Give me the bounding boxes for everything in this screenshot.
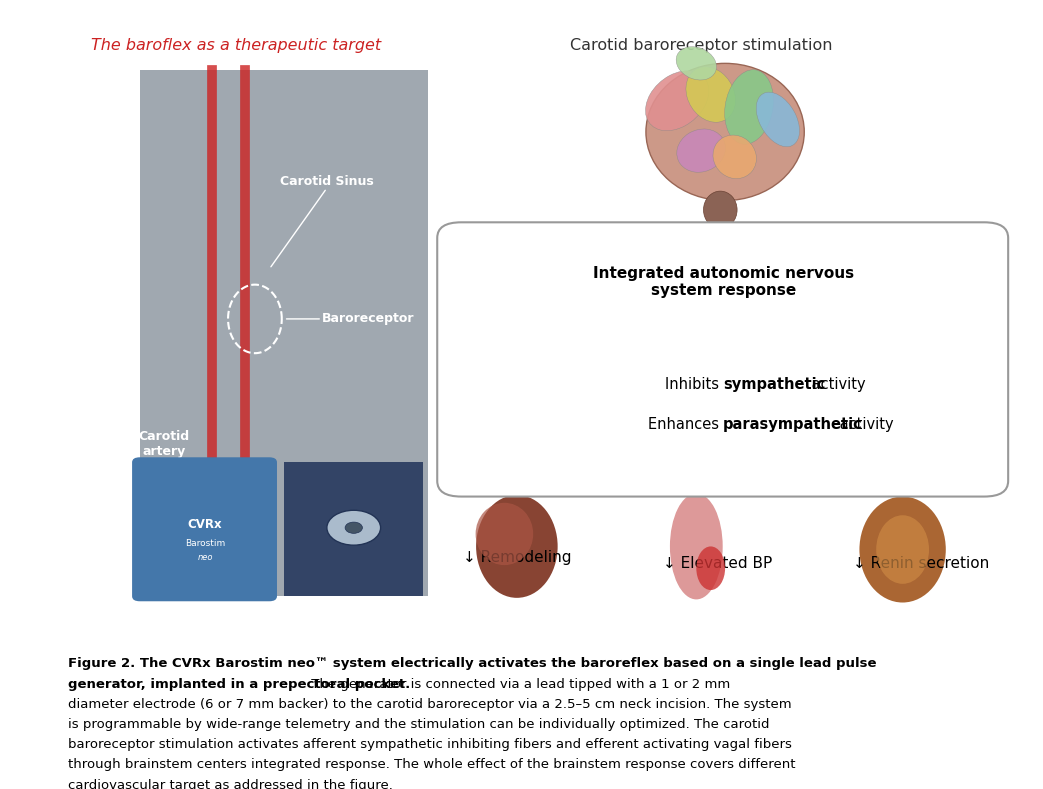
Ellipse shape	[697, 547, 725, 590]
Text: The baroflex as a therapeutic target: The baroflex as a therapeutic target	[91, 39, 381, 54]
Text: ↓ Elevated BP: ↓ Elevated BP	[662, 555, 772, 570]
Text: Inhibits: Inhibits	[664, 377, 723, 392]
Ellipse shape	[756, 92, 800, 147]
Text: ↑ Vasodilation: ↑ Vasodilation	[668, 478, 778, 493]
Ellipse shape	[686, 67, 735, 122]
Text: sympathetic: sympathetic	[723, 377, 825, 392]
Ellipse shape	[476, 495, 558, 598]
Text: generator, implanted in a prepectoral pocket.: generator, implanted in a prepectoral po…	[68, 678, 410, 690]
Text: baroreceptor stimulation activates afferent sympathetic inhibiting fibers and ef: baroreceptor stimulation activates affer…	[68, 739, 792, 751]
Ellipse shape	[670, 493, 723, 600]
Text: activity: activity	[806, 377, 866, 392]
Text: cardiovascular target as addressed in the figure.: cardiovascular target as addressed in th…	[68, 779, 392, 789]
Ellipse shape	[704, 191, 737, 229]
FancyBboxPatch shape	[140, 69, 428, 596]
Text: ↓ Renin secretion: ↓ Renin secretion	[853, 555, 989, 570]
Ellipse shape	[725, 69, 774, 144]
Text: ↑ Diuresis: ↑ Diuresis	[856, 478, 936, 493]
Text: Baroreceptor: Baroreceptor	[322, 312, 414, 325]
Text: Figure 2. The CVRx Barostim neo™ system electrically activates the baroreflex ba: Figure 2. The CVRx Barostim neo™ system …	[68, 657, 876, 671]
Ellipse shape	[876, 515, 929, 584]
Ellipse shape	[646, 71, 709, 131]
Text: Carotid baroreceptor stimulation: Carotid baroreceptor stimulation	[569, 39, 832, 54]
Ellipse shape	[676, 47, 717, 80]
Ellipse shape	[859, 496, 946, 603]
Text: through brainstem centers integrated response. The whole effect of the brainstem: through brainstem centers integrated res…	[68, 758, 796, 772]
Ellipse shape	[713, 135, 756, 178]
Text: parasympathetic: parasympathetic	[723, 417, 863, 432]
Text: neo: neo	[197, 552, 213, 562]
Ellipse shape	[476, 503, 533, 565]
Ellipse shape	[646, 63, 804, 200]
Text: CVRx: CVRx	[188, 518, 222, 531]
Text: Carotid Sinus: Carotid Sinus	[280, 175, 373, 189]
Text: is programmable by wide-range telemetry and the stimulation can be individually : is programmable by wide-range telemetry …	[68, 718, 770, 731]
Text: Enhances: Enhances	[648, 417, 723, 432]
Text: activity: activity	[835, 417, 894, 432]
FancyBboxPatch shape	[132, 458, 277, 601]
FancyBboxPatch shape	[284, 462, 422, 596]
Circle shape	[326, 510, 381, 545]
Text: Barostim: Barostim	[185, 539, 225, 548]
Text: ↓ HR: ↓ HR	[498, 484, 537, 499]
FancyBboxPatch shape	[437, 222, 1009, 496]
Text: Carotid
artery: Carotid artery	[138, 429, 190, 458]
Text: The generator is connected via a lead tipped with a 1 or 2 mm: The generator is connected via a lead ti…	[308, 678, 731, 690]
Text: diameter electrode (6 or 7 mm backer) to the carotid baroreceptor via a 2.5–5 cm: diameter electrode (6 or 7 mm backer) to…	[68, 697, 792, 711]
Circle shape	[345, 522, 362, 533]
Text: ↓ Remodeling: ↓ Remodeling	[463, 549, 572, 565]
Text: Integrated autonomic nervous
system response: Integrated autonomic nervous system resp…	[592, 266, 854, 298]
Ellipse shape	[677, 129, 726, 172]
